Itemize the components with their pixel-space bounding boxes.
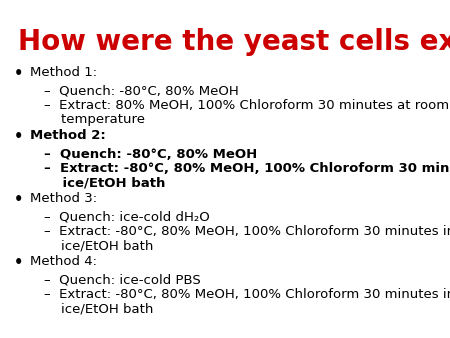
Text: ice/EtOH bath: ice/EtOH bath (44, 240, 153, 252)
Text: –  Quench: ice-cold PBS: – Quench: ice-cold PBS (44, 273, 201, 287)
Text: –  Extract: -80°C, 80% MeOH, 100% Chloroform 30 minutes in a dry: – Extract: -80°C, 80% MeOH, 100% Chlorof… (44, 162, 450, 175)
Text: –  Quench: -80°C, 80% MeOH: – Quench: -80°C, 80% MeOH (44, 84, 239, 97)
Text: •: • (14, 192, 23, 207)
Text: –  Extract: 80% MeOH, 100% Chloroform 30 minutes at room: – Extract: 80% MeOH, 100% Chloroform 30 … (44, 99, 449, 112)
Text: Method 3:: Method 3: (30, 192, 97, 205)
Text: •: • (14, 66, 23, 81)
Text: ice/EtOH bath: ice/EtOH bath (44, 176, 166, 190)
Text: –  Quench: -80°C, 80% MeOH: – Quench: -80°C, 80% MeOH (44, 147, 257, 161)
Text: •: • (14, 129, 23, 144)
Text: •: • (14, 255, 23, 270)
Text: Method 4:: Method 4: (30, 255, 97, 268)
Text: temperature: temperature (44, 114, 145, 126)
Text: Method 1:: Method 1: (30, 66, 97, 79)
Text: How were the yeast cells extracted?: How were the yeast cells extracted? (18, 28, 450, 56)
Text: –  Extract: -80°C, 80% MeOH, 100% Chloroform 30 minutes in a dry: – Extract: -80°C, 80% MeOH, 100% Chlorof… (44, 225, 450, 238)
Text: –  Quench: ice-cold dH₂O: – Quench: ice-cold dH₂O (44, 211, 210, 223)
Text: ice/EtOH bath: ice/EtOH bath (44, 303, 153, 315)
Text: –  Extract: -80°C, 80% MeOH, 100% Chloroform 30 minutes in a dry: – Extract: -80°C, 80% MeOH, 100% Chlorof… (44, 288, 450, 301)
Text: Method 2:: Method 2: (30, 129, 106, 142)
